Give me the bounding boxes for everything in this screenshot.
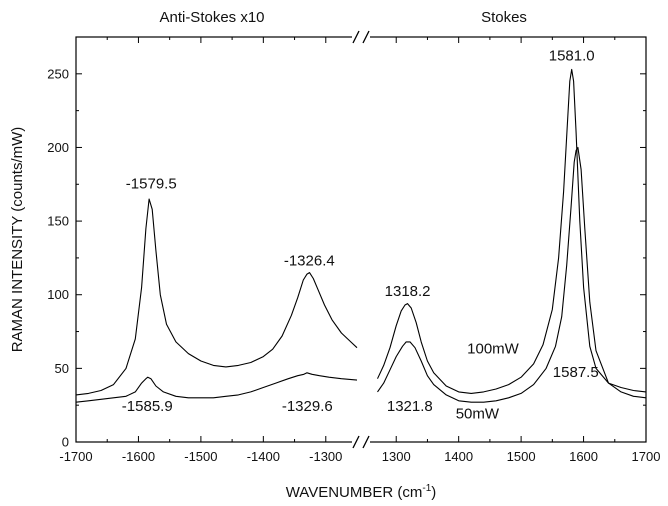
x-axis-title-end: ) — [431, 484, 436, 501]
peak-annotation: 100mW — [467, 341, 520, 358]
peak-annotation: 1587.5 — [553, 364, 599, 381]
y-tick-label: 200 — [47, 140, 69, 155]
x-tick-label: 1400 — [444, 449, 473, 464]
panel-title-stokes: Stokes — [481, 9, 527, 26]
axis-break-slash — [362, 30, 370, 44]
panel-title-anti-stokes: Anti-Stokes x10 — [159, 9, 264, 26]
x-axis-title: WAVENUMBER (cm-1) — [286, 483, 437, 501]
series-line-stokes-100mw — [377, 68, 647, 394]
x-axis-title-main: WAVENUMBER (cm — [286, 484, 423, 501]
axis-break-slash — [362, 435, 370, 449]
y-tick-label: 100 — [47, 287, 69, 302]
peak-annotation: 1318.2 — [385, 283, 431, 300]
y-tick-label: 150 — [47, 214, 69, 229]
peak-annotation: -1585.9 — [122, 398, 173, 415]
axis-break-mask — [352, 30, 370, 44]
series-layer — [75, 68, 647, 403]
plot-frame-group — [75, 36, 647, 443]
series-line-stokes-50mw — [377, 146, 647, 403]
plot-frame-stokes — [364, 36, 647, 443]
x-tick-label: -1600 — [122, 449, 155, 464]
y-tick-label: 50 — [55, 361, 69, 376]
x-tick-label: 1700 — [632, 449, 661, 464]
x-tick-label: -1700 — [59, 449, 92, 464]
peak-annotation: 1581.0 — [549, 48, 595, 65]
peak-annotation: 1321.8 — [387, 398, 433, 415]
x-tick-label: -1400 — [247, 449, 280, 464]
annotation-layer: -1579.5 -1326.4 -1585.9 -1329.6 1581.0 1318.2… — [122, 48, 599, 423]
series-line-anti-stokes-100mw — [75, 198, 358, 396]
axis-break-mask — [352, 435, 370, 449]
series-line-anti-stokes-50mw — [75, 372, 358, 403]
axis-break-marks — [352, 30, 370, 449]
axis-break-gap-top — [356, 38, 366, 441]
axis-break-slash — [352, 435, 360, 449]
y-tick-label: 0 — [62, 435, 69, 450]
x-tick-label: -1300 — [309, 449, 342, 464]
peak-annotation: -1579.5 — [126, 176, 177, 193]
x-tick-label: -1500 — [184, 449, 217, 464]
tick-layer: -1700 -1600 -1500 -1400 -1300 1300 1400 1500 160… — [47, 37, 660, 464]
peak-annotation: -1329.6 — [282, 398, 333, 415]
y-axis-title: RAMAN INTENSITY (counts/mW) — [9, 127, 26, 353]
plot-frame-anti-stokes — [75, 36, 358, 443]
peak-annotation: 50mW — [456, 405, 500, 422]
peak-annotation: -1326.4 — [284, 252, 335, 269]
x-tick-label: 1500 — [507, 449, 536, 464]
axis-break-slash — [352, 30, 360, 44]
x-axis-title-superscript: -1 — [422, 483, 431, 494]
y-tick-label: 250 — [47, 66, 69, 81]
x-tick-label: 1300 — [382, 449, 411, 464]
x-tick-label: 1600 — [569, 449, 598, 464]
